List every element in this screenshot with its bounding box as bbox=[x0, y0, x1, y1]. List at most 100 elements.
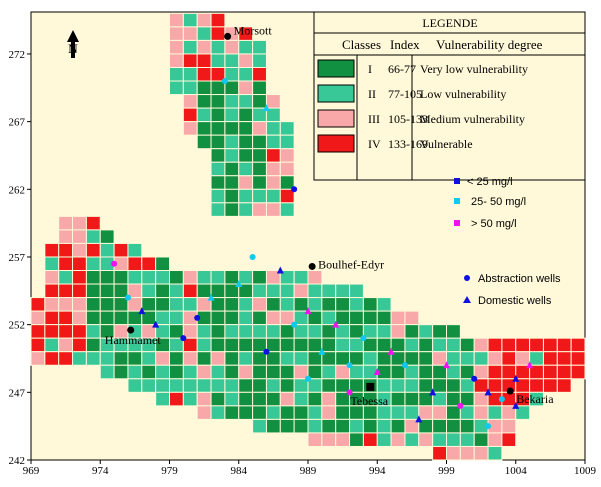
grid-cell bbox=[432, 418, 447, 434]
grid-cell bbox=[224, 202, 240, 217]
grid-cell bbox=[238, 175, 254, 190]
domestic-well bbox=[512, 401, 520, 409]
grid-cell bbox=[446, 378, 461, 393]
grid-cell bbox=[252, 405, 267, 420]
grid-cell bbox=[224, 161, 240, 177]
grid-cell bbox=[265, 418, 281, 434]
grid-cell bbox=[335, 337, 351, 353]
grid-cell bbox=[293, 337, 309, 353]
grid-cell bbox=[58, 256, 74, 272]
grid-cell bbox=[99, 270, 115, 285]
legend-index: 105-133 bbox=[388, 112, 428, 126]
grid-cell bbox=[487, 337, 503, 353]
grid-cell bbox=[169, 364, 184, 380]
grid-cell bbox=[127, 270, 143, 285]
grid-cell bbox=[196, 324, 212, 339]
grid-cell bbox=[390, 418, 406, 434]
grid-cell bbox=[265, 283, 281, 299]
grid-cell bbox=[362, 364, 378, 380]
grid-cell bbox=[279, 418, 295, 434]
domestic-well bbox=[429, 388, 437, 396]
domestic-well bbox=[526, 361, 534, 369]
grid-cell bbox=[515, 351, 531, 366]
grid-cell bbox=[72, 283, 87, 299]
grid-cell bbox=[127, 242, 143, 258]
grid-cell bbox=[418, 405, 434, 420]
domestic-wells-label: Domestic wells bbox=[478, 295, 552, 307]
grid-cell bbox=[210, 161, 226, 177]
grid-cell bbox=[169, 270, 184, 285]
grid-cell bbox=[30, 310, 46, 326]
grid-cell bbox=[224, 188, 240, 204]
grid-cell bbox=[279, 134, 295, 150]
grid-cell bbox=[279, 202, 295, 217]
legend-swatch bbox=[317, 84, 355, 103]
grid-cell bbox=[182, 270, 198, 285]
grid-cell bbox=[72, 310, 87, 326]
grid-cell bbox=[390, 378, 406, 393]
grid-cell bbox=[210, 121, 226, 136]
grid-cell bbox=[44, 310, 60, 326]
legend-degree: Very low vulnerability bbox=[420, 62, 528, 76]
grid-cell bbox=[196, 121, 212, 136]
grid-cell bbox=[404, 324, 420, 339]
grid-cell bbox=[169, 26, 184, 41]
grid-cell bbox=[376, 378, 392, 393]
grid-cell bbox=[99, 229, 115, 244]
grid-cell bbox=[335, 297, 351, 312]
grid-cell bbox=[432, 324, 447, 339]
grid-cell bbox=[210, 202, 226, 217]
legend-class: I bbox=[368, 62, 372, 76]
legend-degree: Low vulnerability bbox=[420, 87, 506, 101]
grid-cell bbox=[418, 378, 434, 393]
grid-cell bbox=[210, 26, 226, 41]
grid-cell bbox=[72, 215, 87, 231]
grid-cell bbox=[252, 53, 267, 68]
grid-cell bbox=[72, 242, 87, 258]
grid-cell bbox=[127, 364, 143, 380]
grid-cell bbox=[279, 121, 295, 136]
grid-cell bbox=[169, 378, 184, 393]
grid-cell bbox=[556, 364, 572, 380]
grid-cell bbox=[85, 270, 101, 285]
grid-cell bbox=[473, 351, 489, 366]
grid-cell bbox=[210, 12, 226, 28]
abstraction-well bbox=[291, 321, 298, 328]
legend-index: 77-105 bbox=[388, 87, 422, 101]
grid-cell bbox=[169, 12, 184, 28]
grid-cell bbox=[224, 39, 240, 55]
grid-cell bbox=[279, 405, 295, 420]
grid-cell bbox=[58, 351, 74, 366]
grid-cell bbox=[473, 405, 489, 420]
domestic-well bbox=[262, 104, 270, 112]
grid-cell bbox=[252, 39, 267, 55]
grid-cell bbox=[335, 405, 351, 420]
grid-cell bbox=[44, 242, 60, 258]
grid-cell bbox=[252, 324, 267, 339]
domestic-well-icon bbox=[463, 296, 471, 303]
grid-cell bbox=[224, 175, 240, 190]
grid-cell bbox=[238, 121, 254, 136]
grid-cell bbox=[182, 53, 198, 68]
grid-cell bbox=[473, 337, 489, 353]
grid-cell bbox=[418, 432, 434, 447]
grid-cell bbox=[404, 378, 420, 393]
grid-cell bbox=[58, 229, 74, 244]
legend-col-degree: Vulnerability degree bbox=[436, 37, 543, 52]
grid-cell bbox=[196, 80, 212, 96]
grid-cell bbox=[196, 53, 212, 68]
grid-cell bbox=[72, 229, 87, 244]
grid-cell bbox=[210, 324, 226, 339]
grid-cell bbox=[390, 337, 406, 353]
grid-cell bbox=[349, 432, 364, 447]
grid-cell bbox=[85, 297, 101, 312]
grid-cell bbox=[390, 432, 406, 447]
grid-cell bbox=[196, 364, 212, 380]
grid-cell bbox=[432, 445, 447, 461]
x-tick-label: 979 bbox=[161, 465, 178, 477]
grid-cell bbox=[238, 351, 254, 366]
grid-cell bbox=[182, 364, 198, 380]
grid-cell bbox=[210, 283, 226, 299]
abstraction-well bbox=[346, 362, 353, 369]
grid-cell bbox=[404, 391, 420, 407]
